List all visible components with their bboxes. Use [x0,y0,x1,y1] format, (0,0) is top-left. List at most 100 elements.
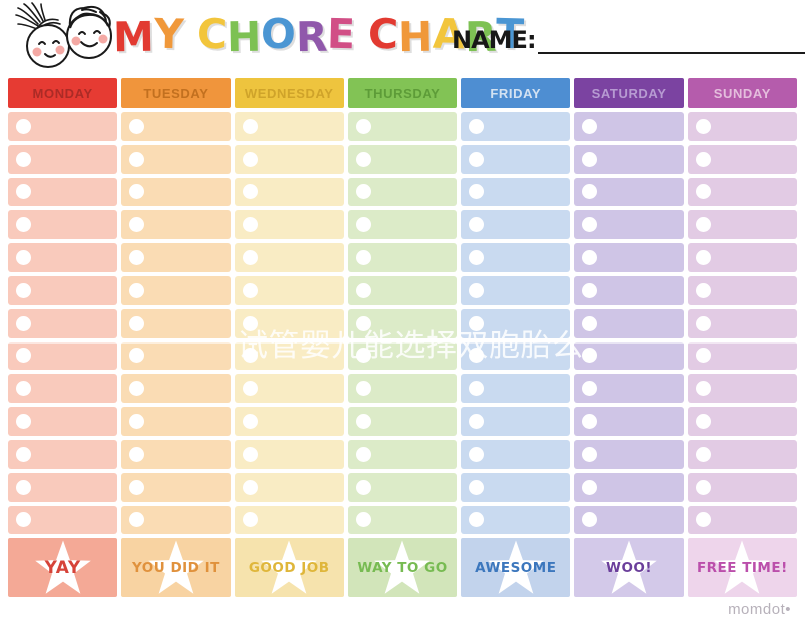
check-circle[interactable] [695,184,711,200]
check-circle[interactable] [129,315,145,331]
check-circle[interactable] [695,381,711,397]
check-circle[interactable] [129,151,145,167]
check-circle[interactable] [582,151,598,167]
check-circle[interactable] [16,512,31,528]
check-circle[interactable] [582,118,598,134]
chore-cell [461,439,571,469]
check-circle[interactable] [695,118,711,134]
check-circle[interactable] [16,479,31,495]
check-circle[interactable] [16,184,31,200]
check-circle[interactable] [129,282,145,298]
name-input-line[interactable] [537,28,805,54]
check-circle[interactable] [695,282,711,298]
check-circle[interactable] [469,184,485,200]
check-circle[interactable] [582,414,598,430]
check-circle[interactable] [582,184,598,200]
check-circle[interactable] [129,250,145,266]
check-circle[interactable] [355,184,371,200]
check-circle[interactable] [582,315,598,331]
check-circle[interactable] [582,479,598,495]
check-circle[interactable] [355,381,371,397]
check-circle[interactable] [469,348,485,364]
chore-cell [347,210,458,240]
check-circle[interactable] [242,217,258,233]
check-circle[interactable] [16,348,31,364]
check-circle[interactable] [469,414,485,430]
check-circle[interactable] [355,282,371,298]
check-circle[interactable] [242,479,258,495]
check-circle[interactable] [469,250,485,266]
watermark-text: 试管婴儿能选择双胞胎么 [237,328,584,364]
check-circle[interactable] [129,348,145,364]
check-circle[interactable] [129,512,145,528]
check-circle[interactable] [242,315,258,331]
check-circle[interactable] [16,446,31,462]
check-circle[interactable] [582,512,598,528]
check-circle[interactable] [355,512,371,528]
check-circle[interactable] [469,151,485,167]
check-circle[interactable] [355,118,371,134]
check-circle[interactable] [695,512,711,528]
check-circle[interactable] [582,282,598,298]
chore-cell [574,374,684,404]
check-circle[interactable] [16,217,31,233]
check-circle[interactable] [242,348,258,364]
check-circle[interactable] [355,217,371,233]
check-circle[interactable] [129,118,145,134]
day-header-thursday: THURSDAY [347,78,458,108]
check-circle[interactable] [469,381,485,397]
check-circle[interactable] [242,250,258,266]
check-circle[interactable] [242,446,258,462]
check-circle[interactable] [469,282,485,298]
check-circle[interactable] [695,217,711,233]
check-circle[interactable] [16,250,31,266]
check-circle[interactable] [695,250,711,266]
check-circle[interactable] [242,151,258,167]
check-circle[interactable] [16,118,31,134]
title-letter: E [326,9,357,59]
check-circle[interactable] [355,446,371,462]
check-circle[interactable] [355,250,371,266]
check-circle[interactable] [242,282,258,298]
check-circle[interactable] [695,151,711,167]
check-circle[interactable] [469,118,485,134]
check-circle[interactable] [355,414,371,430]
check-circle[interactable] [469,446,485,462]
check-circle[interactable] [695,446,711,462]
check-circle[interactable] [242,381,258,397]
check-circle[interactable] [16,381,31,397]
check-circle[interactable] [242,184,258,200]
check-circle[interactable] [582,250,598,266]
check-circle[interactable] [469,479,485,495]
check-circle[interactable] [129,184,145,200]
check-circle[interactable] [469,217,485,233]
check-circle[interactable] [582,348,598,364]
check-circle[interactable] [355,348,371,364]
check-circle[interactable] [695,315,711,331]
check-circle[interactable] [16,414,31,430]
check-circle[interactable] [16,151,31,167]
check-circle[interactable] [355,151,371,167]
check-circle[interactable] [582,381,598,397]
check-circle[interactable] [129,479,145,495]
check-circle[interactable] [16,315,31,331]
check-circle[interactable] [582,446,598,462]
check-circle[interactable] [242,118,258,134]
check-circle[interactable] [129,217,145,233]
chore-cell [687,112,797,141]
check-circle[interactable] [355,315,371,331]
check-circle[interactable] [695,348,711,364]
check-circle[interactable] [469,512,485,528]
check-circle[interactable] [129,381,145,397]
check-circle[interactable] [355,479,371,495]
award-label: WOO! [606,559,653,576]
check-circle[interactable] [695,414,711,430]
check-circle[interactable] [695,479,711,495]
check-circle[interactable] [242,414,258,430]
check-circle[interactable] [129,414,145,430]
check-circle[interactable] [582,217,598,233]
check-circle[interactable] [129,446,145,462]
check-circle[interactable] [469,315,485,331]
check-circle[interactable] [16,282,31,298]
check-circle[interactable] [242,512,258,528]
